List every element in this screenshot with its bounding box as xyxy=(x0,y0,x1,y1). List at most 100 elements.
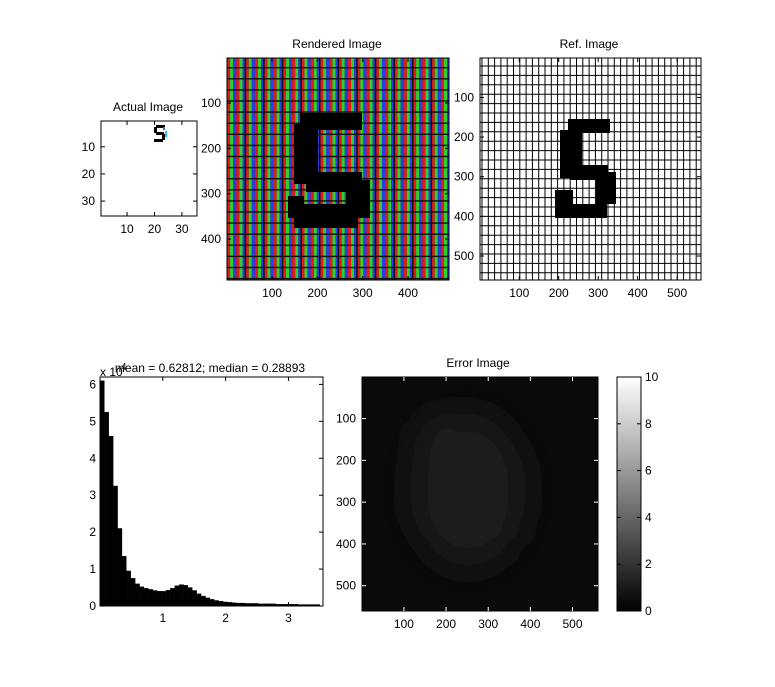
histogram-bar xyxy=(165,589,171,607)
histogram-bar xyxy=(227,602,233,607)
x-tick-label: 400 xyxy=(398,286,418,300)
y-tick-label: 200 xyxy=(454,130,474,144)
histogram-bar xyxy=(218,601,224,607)
y-tick-label: 10 xyxy=(82,140,96,154)
y-tick-label: 5 xyxy=(89,414,96,428)
colorbar-frame xyxy=(616,376,642,612)
ref-image-frame xyxy=(479,57,702,281)
histogram-bar xyxy=(178,584,184,607)
ref-image-panel: Ref. Image 100 200 300 400 500 100 200 300 400 50… xyxy=(454,37,702,300)
colorbar-tick-label: 8 xyxy=(645,417,652,431)
rendered-image-stripes xyxy=(227,58,449,280)
histogram-y-exponent: 4 xyxy=(121,362,127,373)
y-tick-label: 500 xyxy=(454,249,474,263)
histogram-bar xyxy=(196,593,202,607)
y-tick-label: 300 xyxy=(454,170,474,184)
x-tick-label: 200 xyxy=(436,617,456,631)
histogram-bar xyxy=(214,600,219,607)
y-tick-label: 500 xyxy=(336,579,356,593)
histogram-bar xyxy=(170,588,175,607)
y-tick-label: 30 xyxy=(82,194,96,208)
colorbar-tick-label: 4 xyxy=(645,510,652,524)
histogram-bar xyxy=(152,590,158,607)
colorbar-tick-label: 6 xyxy=(645,464,652,478)
histogram-bar xyxy=(126,570,131,607)
histogram-bar xyxy=(174,585,180,607)
histogram-bar xyxy=(143,588,149,607)
y-tick-label: 100 xyxy=(336,412,356,426)
x-tick-label: 300 xyxy=(353,286,373,300)
histogram-bar xyxy=(161,591,167,607)
x-tick-label: 100 xyxy=(262,286,282,300)
colorbar-tick-label: 0 xyxy=(645,604,652,618)
y-tick-label: 400 xyxy=(201,232,221,246)
error-image-frame xyxy=(361,376,599,612)
x-tick-label: 300 xyxy=(588,286,608,300)
rendered-image-panel: Rendered Image 100 200 300 400 100 200 300 400 xyxy=(201,37,450,300)
error-image-panel: Error Image 100 200 300 400 5001002003004005… xyxy=(336,356,659,631)
histogram-bar xyxy=(108,435,114,607)
histogram-bar xyxy=(209,599,215,607)
histogram-bar xyxy=(113,485,118,607)
histogram-bar xyxy=(99,380,105,607)
x-tick-label: 10 xyxy=(120,222,134,236)
x-tick-label: 200 xyxy=(549,286,569,300)
histogram-bar xyxy=(104,411,109,607)
y-tick-label: 20 xyxy=(82,167,96,181)
x-tick-label: 300 xyxy=(478,617,498,631)
y-tick-label: 200 xyxy=(201,141,221,155)
x-tick-label: 2 xyxy=(222,611,229,625)
histogram-bar xyxy=(192,590,197,607)
x-tick-label: 200 xyxy=(307,286,327,300)
histogram-bar xyxy=(135,583,140,607)
colorbar-tick-label: 2 xyxy=(645,557,652,571)
histogram-area xyxy=(100,377,323,606)
histogram-bar xyxy=(121,555,127,607)
histogram-bar xyxy=(117,528,123,607)
histogram-bar xyxy=(205,597,211,607)
y-tick-label: 400 xyxy=(454,209,474,223)
actual-image-digit xyxy=(154,125,167,142)
y-tick-label: 4 xyxy=(89,451,96,465)
x-tick-label: 100 xyxy=(509,286,529,300)
y-tick-label: 3 xyxy=(89,488,96,502)
histogram-bar xyxy=(139,586,145,607)
x-tick-label: 20 xyxy=(148,222,162,236)
y-tick-label: 200 xyxy=(336,453,356,467)
y-tick-label: 100 xyxy=(201,96,221,110)
histogram-bar xyxy=(200,595,206,607)
x-tick-label: 500 xyxy=(667,286,687,300)
y-tick-label: 2 xyxy=(89,525,96,539)
actual-image-frame xyxy=(100,120,198,217)
histogram-bar xyxy=(157,591,162,607)
error-image-glow xyxy=(410,412,526,568)
x-tick-label: 500 xyxy=(562,617,582,631)
error-image-title: Error Image xyxy=(446,356,510,370)
histogram-title: mean = 0.62812; median = 0.28893 xyxy=(115,361,305,375)
x-tick-label: 1 xyxy=(159,611,166,625)
ref-image-title: Ref. Image xyxy=(560,37,619,51)
histogram-bar xyxy=(187,587,193,607)
actual-image-panel: Actual Image 10 20 30 10 20 30 xyxy=(82,100,198,236)
rendered-image-title: Rendered Image xyxy=(292,37,382,51)
y-tick-label: 6 xyxy=(89,377,96,391)
y-tick-label: 400 xyxy=(336,537,356,551)
y-tick-label: 300 xyxy=(336,495,356,509)
x-tick-label: 3 xyxy=(285,611,292,625)
x-tick-label: 30 xyxy=(175,222,189,236)
rendered-image-frame xyxy=(226,57,450,281)
x-tick-label: 400 xyxy=(628,286,648,300)
rendered-image-digit xyxy=(288,113,370,228)
histogram-y-exponent-label: x 10 xyxy=(100,365,123,379)
x-tick-label: 100 xyxy=(394,617,414,631)
ref-image-grid xyxy=(480,58,701,280)
histogram-frame xyxy=(99,376,324,607)
y-tick-label: 100 xyxy=(454,90,474,104)
histogram-panel: mean = 0.62812; median = 0.28893 x 10 4 … xyxy=(89,361,324,625)
x-tick-label: 400 xyxy=(520,617,540,631)
colorbar-tick-label: 10 xyxy=(645,370,659,384)
y-tick-label: 1 xyxy=(89,562,96,576)
colorbar xyxy=(617,377,641,611)
histogram-bars xyxy=(99,380,321,607)
